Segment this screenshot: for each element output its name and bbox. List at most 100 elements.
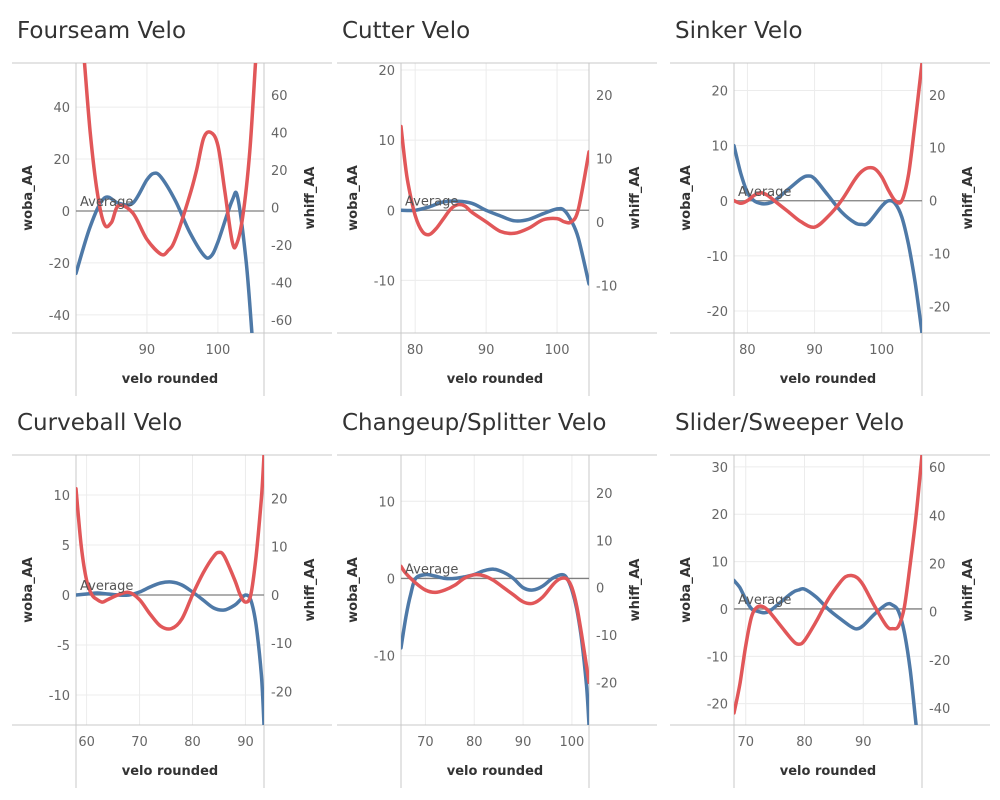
whiff-aa-series-line [401, 124, 589, 237]
chart-title: Curveball Velo [17, 410, 183, 436]
y-left-tick-label: 20 [53, 153, 70, 168]
y-right-tick-label: 20 [596, 89, 613, 104]
y-left-tick-label: 10 [711, 140, 728, 155]
y-left-tick-label: 10 [53, 489, 70, 504]
x-axis-title: velo rounded [122, 372, 218, 387]
chart-svg: Average 80 90 100 -20 -10 0 10 20 -20 -10 0 10 20 velo… [670, 62, 990, 396]
y-right-tick-label: 20 [929, 89, 946, 104]
y-left-axis-title: woba_AA [679, 165, 694, 231]
y-right-tick-label: 20 [271, 492, 288, 507]
y-left-tick-label: 20 [378, 64, 395, 79]
y-right-tick-label: 0 [271, 589, 279, 604]
whiff-aa-series-line [82, 63, 258, 257]
y-right-tick-label: -10 [929, 248, 950, 263]
y-left-tick-label: -40 [49, 309, 70, 324]
chart-panel: Slider/Sweeper Velo Average 70 80 90 -20 -10 0 1… [670, 392, 1000, 788]
x-tick-label: 100 [559, 735, 584, 750]
x-tick-label: 70 [417, 735, 434, 750]
average-label: Average [738, 593, 791, 608]
average-label: Average [405, 194, 458, 209]
y-left-tick-label: 30 [711, 461, 728, 476]
y-left-axis-title: woba_AA [21, 165, 36, 231]
y-left-axis-title: woba_AA [346, 557, 361, 623]
y-right-tick-label: 0 [596, 216, 604, 231]
x-tick-label: 80 [466, 735, 483, 750]
y-left-tick-label: 20 [711, 508, 728, 523]
y-right-tick-label: 20 [596, 487, 613, 502]
whiff-aa-series-line [401, 564, 589, 685]
y-left-tick-label: -20 [707, 698, 728, 713]
x-tick-label: 80 [407, 343, 424, 358]
average-label: Average [80, 195, 133, 210]
y-left-tick-label: -10 [707, 650, 728, 665]
y-right-tick-label: 0 [929, 606, 937, 621]
y-left-tick-label: -10 [707, 250, 728, 265]
y-left-tick-label: 10 [378, 495, 395, 510]
average-label: Average [738, 185, 791, 200]
chart-title: Cutter Velo [342, 18, 471, 44]
y-left-tick-label: -10 [374, 650, 395, 665]
chart-svg: Average 80 90 100 -10 0 10 20 -10 0 10 20 velo round… [337, 62, 657, 396]
chart-panel: Cutter Velo Average 80 90 100 -10 0 10 20 -10 0 10 2… [337, 0, 667, 396]
y-left-axis-title: woba_AA [679, 557, 694, 623]
y-right-tick-label: 40 [929, 509, 946, 524]
x-tick-label: 90 [139, 343, 156, 358]
x-tick-label: 100 [205, 343, 230, 358]
y-right-tick-label: 0 [271, 201, 279, 216]
x-tick-label: 90 [478, 343, 495, 358]
y-left-tick-label: 10 [378, 134, 395, 149]
whiff-aa-series-line [734, 455, 922, 715]
x-axis-title: velo rounded [780, 764, 876, 779]
y-right-axis-title: whiff_AA [303, 167, 318, 230]
chart-panel: Changeup/Splitter Velo Average 70 80 90 100 -1… [337, 392, 667, 788]
x-axis-title: velo rounded [447, 764, 543, 779]
y-right-tick-label: -20 [271, 239, 292, 254]
y-right-tick-label: 10 [596, 152, 613, 167]
chart-title: Changeup/Splitter Velo [342, 410, 607, 436]
y-left-tick-label: 0 [387, 204, 395, 219]
y-right-tick-label: -10 [271, 637, 292, 652]
y-left-tick-label: -20 [707, 305, 728, 320]
woba-aa-series-line [401, 199, 589, 286]
y-right-tick-label: -20 [271, 685, 292, 700]
y-right-axis-title: whiff_AA [961, 559, 976, 622]
y-right-axis-title: whiff_AA [303, 559, 318, 622]
chart-title: Sinker Velo [675, 18, 803, 44]
y-left-tick-label: 0 [62, 589, 70, 604]
x-tick-label: 70 [737, 735, 754, 750]
y-right-tick-label: -40 [271, 276, 292, 291]
chart-title: Slider/Sweeper Velo [675, 410, 905, 436]
woba-aa-series-line [76, 171, 254, 333]
x-axis-title: velo rounded [780, 372, 876, 387]
woba-aa-series-line [734, 143, 922, 333]
chart-panel: Curveball Velo Average 60 70 80 90 -10 -5 0 5 10 -2… [12, 392, 342, 788]
y-left-axis-title: woba_AA [21, 557, 36, 623]
x-tick-label: 90 [855, 735, 872, 750]
chart-title: Fourseam Velo [17, 18, 187, 44]
x-tick-label: 100 [545, 343, 570, 358]
y-right-tick-label: -10 [596, 279, 617, 294]
y-right-tick-label: -40 [929, 702, 950, 717]
y-left-tick-label: -10 [374, 274, 395, 289]
y-right-axis-title: whiff_AA [628, 167, 643, 230]
y-right-tick-label: 10 [596, 534, 613, 549]
y-left-tick-label: 5 [62, 539, 70, 554]
x-tick-label: 80 [184, 735, 201, 750]
y-left-tick-label: 40 [53, 101, 70, 116]
x-tick-label: 70 [131, 735, 148, 750]
y-right-tick-label: 0 [929, 195, 937, 210]
y-left-tick-label: 10 [711, 556, 728, 571]
y-right-tick-label: 40 [271, 126, 288, 141]
x-axis-title: velo rounded [122, 764, 218, 779]
chart-panel: Sinker Velo Average 80 90 100 -20 -10 0 10 20 -20-… [670, 0, 1000, 396]
y-right-tick-label: -10 [596, 629, 617, 644]
woba-aa-series-line [76, 580, 264, 725]
x-axis-title: velo rounded [447, 372, 543, 387]
whiff-aa-series-line [734, 63, 922, 229]
y-right-tick-label: 20 [271, 164, 288, 179]
y-left-tick-label: 0 [62, 205, 70, 220]
average-label: Average [405, 562, 458, 577]
x-tick-label: 100 [869, 343, 894, 358]
y-left-tick-label: 0 [720, 603, 728, 618]
